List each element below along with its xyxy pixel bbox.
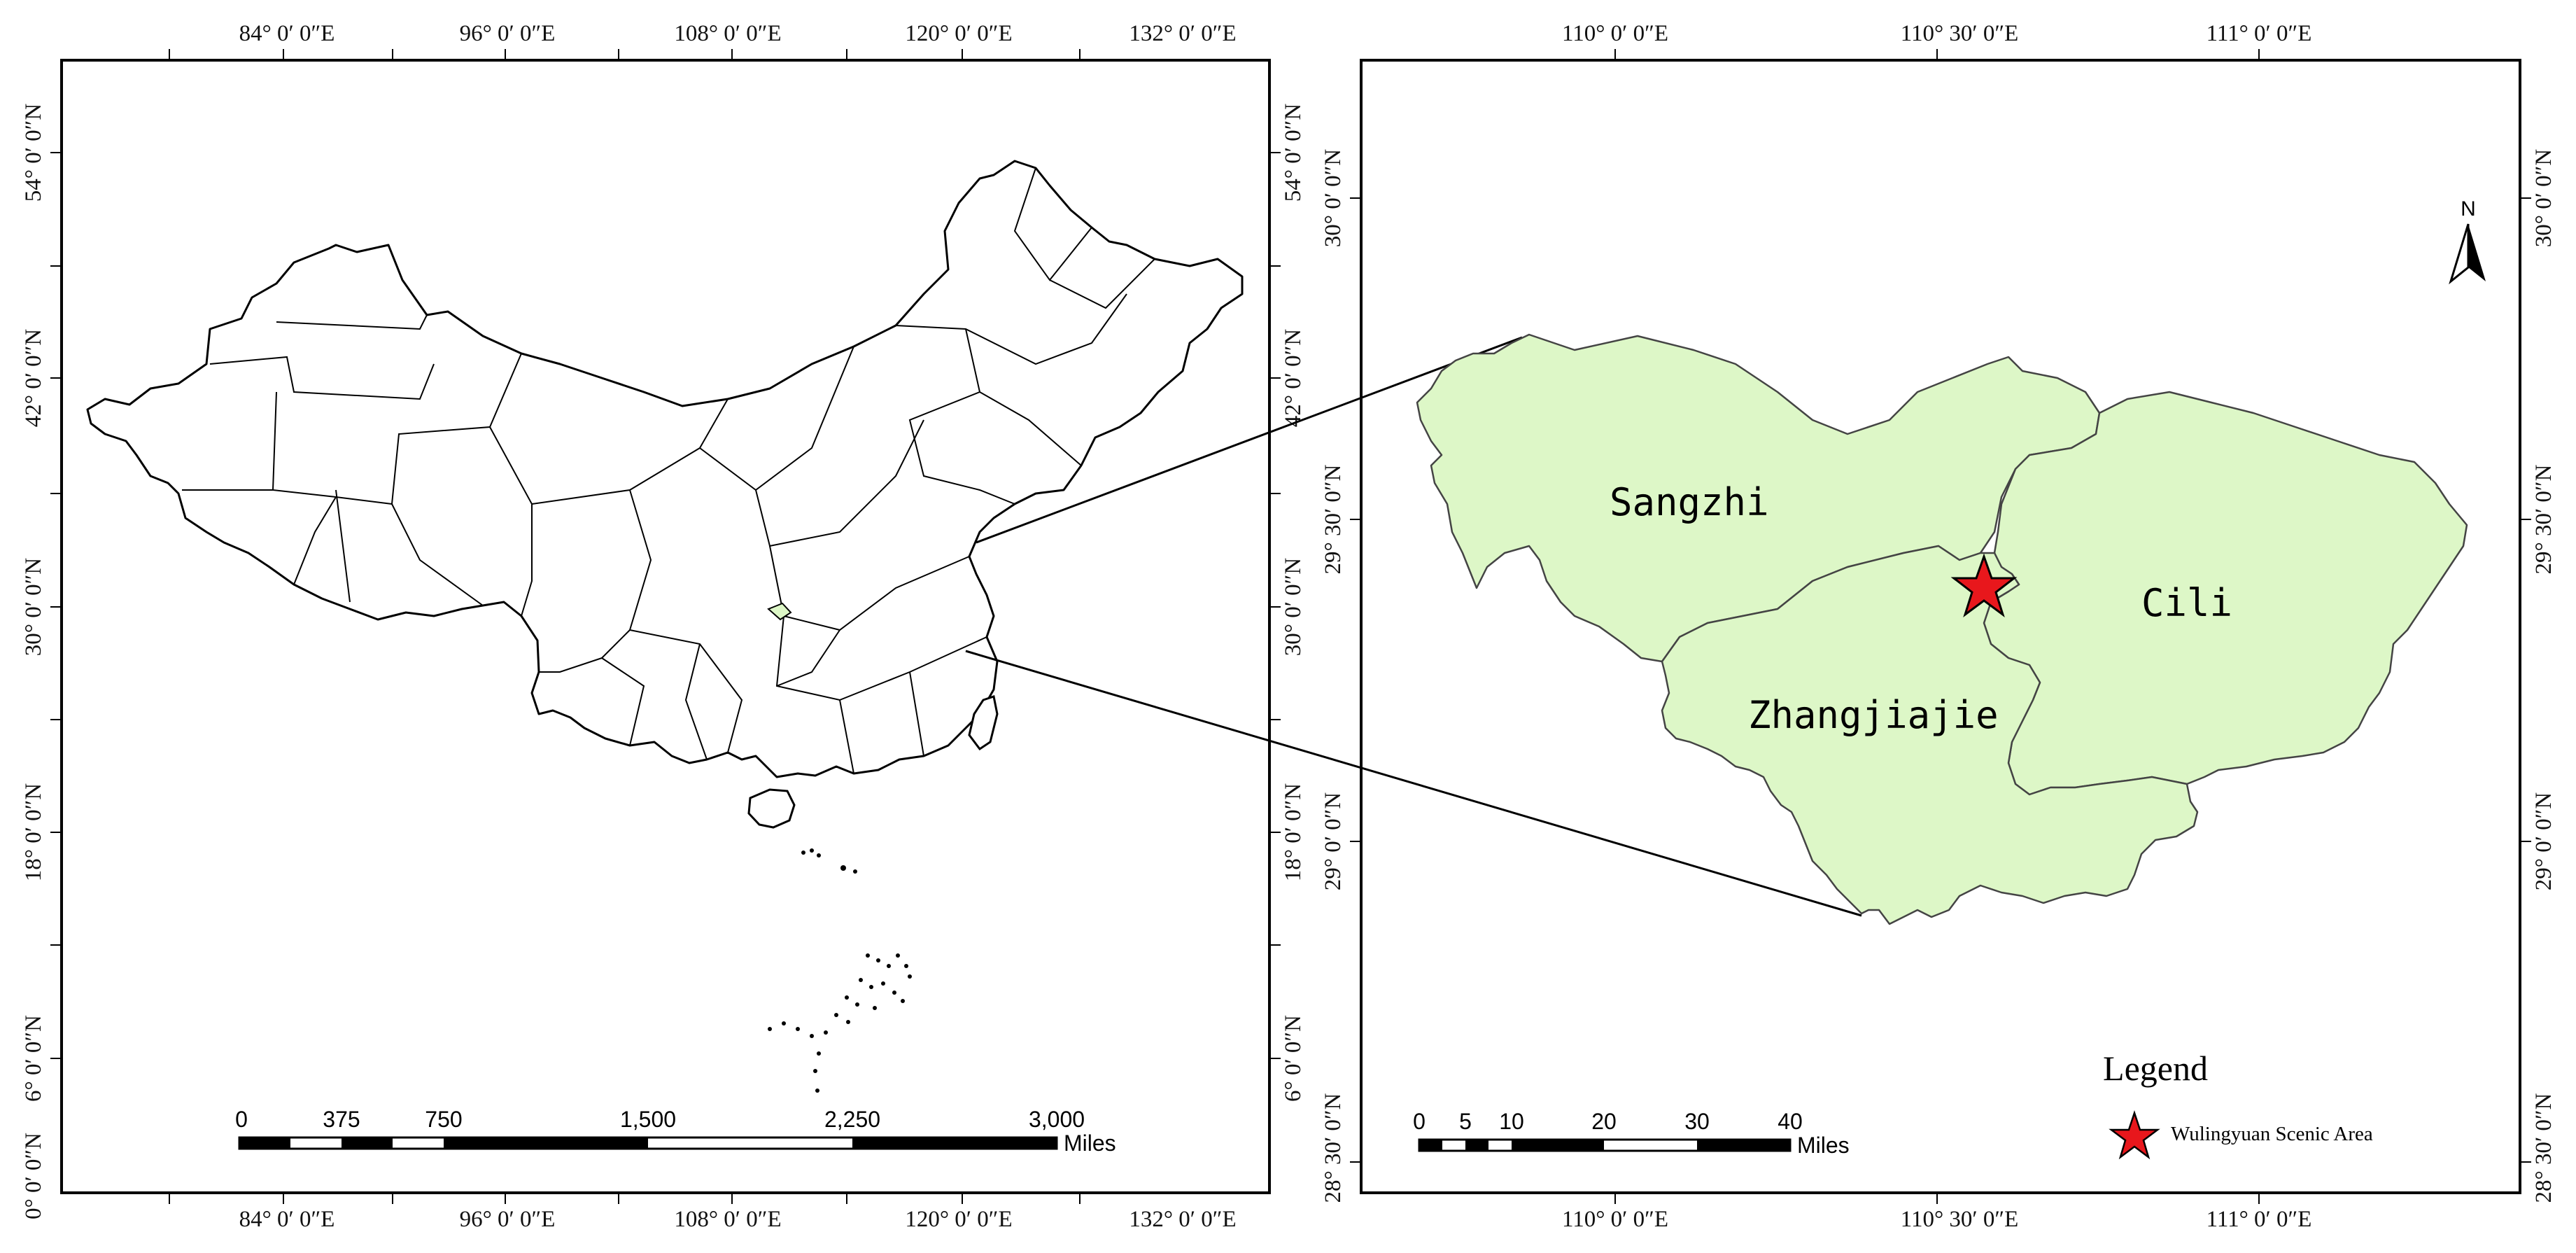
china-scale-tick: 750 — [425, 1107, 462, 1132]
china-scale-unit: Miles — [1064, 1130, 1116, 1156]
study-top-lon-label: 111° 0′ 0″E — [2207, 21, 2312, 46]
study-left-lat-label: 29° 0′ 0″N — [1321, 792, 1346, 891]
china-top-lon-label: 108° 0′ 0″E — [674, 21, 781, 46]
china-top-lon-label: 96° 0′ 0″E — [460, 21, 556, 46]
study-scale-tick: 0 — [1413, 1109, 1426, 1134]
inset-connector-lines — [965, 336, 1862, 917]
china-bottom-lon-label: 120° 0′ 0″E — [905, 1207, 1012, 1232]
study-bottom-lon-label: 110° 0′ 0″E — [1562, 1207, 1668, 1232]
study-top-lon-label: 110° 30′ 0″E — [1901, 21, 2019, 46]
north-arrow-icon — [2468, 224, 2486, 281]
north-arrow-label: N — [2461, 197, 2476, 220]
china-bottom-lon-label: 84° 0′ 0″E — [239, 1207, 335, 1232]
china-top-lon-label: 132° 0′ 0″E — [1129, 21, 1236, 46]
study-left-lat-label: 28° 30′ 0″N — [1321, 1093, 1346, 1203]
china-right-lat-label: 54° 0′ 0″N — [1281, 104, 1306, 202]
china-map-frame — [60, 59, 1271, 1194]
study-right-lat-label: 29° 0′ 0″N — [2531, 792, 2556, 891]
wulingyuan-star-marker — [1950, 553, 2018, 617]
china-scale-tick: 0 — [235, 1107, 248, 1132]
china-bottom-lon-label: 96° 0′ 0″E — [460, 1207, 556, 1232]
china-top-lon-label: 84° 0′ 0″E — [239, 21, 335, 46]
china-map-ticks — [50, 49, 1281, 1204]
map-legend: Legend Wulingyuan Scenic Area — [2103, 1049, 2373, 1160]
china-scale-tick: 2,250 — [824, 1107, 880, 1132]
study-top-lon-label: 110° 0′ 0″E — [1562, 21, 1668, 46]
china-left-lat-label: 6° 0′ 0″N — [21, 1015, 46, 1102]
china-bottom-lon-label: 108° 0′ 0″E — [674, 1207, 781, 1232]
study-left-lat-label: 30° 0′ 0″N — [1321, 149, 1346, 248]
study-scale-tick: 30 — [1684, 1109, 1710, 1134]
china-right-lat-label: 30° 0′ 0″N — [1281, 558, 1306, 657]
north-arrow: N — [2449, 197, 2486, 285]
study-bottom-lon-label: 111° 0′ 0″E — [2207, 1207, 2312, 1232]
study-scale-tick: 5 — [1459, 1109, 1472, 1134]
study-scale-tick: 10 — [1499, 1109, 1524, 1134]
china-right-lat-label: 6° 0′ 0″N — [1281, 1015, 1306, 1102]
region-zhangjiajie — [1661, 545, 2199, 925]
china-left-lat-label: 0° 0′ 0″N — [21, 1133, 46, 1219]
hainan-island — [747, 788, 796, 829]
study-area-ticks — [1350, 49, 2531, 1204]
study-right-lat-label: 28° 30′ 0″N — [2531, 1093, 2556, 1203]
taiwan-island — [968, 695, 999, 751]
study-scale-tick: 40 — [1778, 1109, 1803, 1134]
china-scale-tick: 1,500 — [620, 1107, 676, 1132]
study-area-panel: 110° 0′ 0″E 110° 30′ 0″E 111° 0′ 0″E 110… — [1321, 21, 2556, 1232]
study-right-lat-label: 30° 0′ 0″N — [2531, 149, 2556, 248]
china-admin-boundaries — [182, 167, 1155, 774]
study-area-frame — [1360, 59, 2521, 1194]
study-left-lat-label: 29° 30′ 0″N — [1321, 464, 1346, 574]
study-scale-unit: Miles — [1797, 1133, 1850, 1158]
china-right-lat-label: 18° 0′ 0″N — [1281, 783, 1306, 882]
study-scale-bar: 0 5 10 20 30 40 Miles — [1413, 1109, 1850, 1158]
label-sangzhi: Sangzhi — [1610, 480, 1769, 524]
legend-title: Legend — [2103, 1049, 2208, 1088]
label-zhangjiajie: Zhangjiajie — [1748, 693, 1999, 737]
label-cili: Cili — [2141, 581, 2232, 625]
china-left-lat-label: 54° 0′ 0″N — [21, 104, 46, 202]
china-left-lat-label: 18° 0′ 0″N — [21, 783, 46, 882]
legend-item-label: Wulingyuan Scenic Area — [2171, 1123, 2373, 1145]
china-left-lat-label: 30° 0′ 0″N — [21, 558, 46, 657]
china-scale-bar: 0 375 750 1,500 2,250 3,000 Miles — [235, 1107, 1116, 1156]
study-bottom-lon-label: 110° 30′ 0″E — [1901, 1207, 2019, 1232]
zhangjiajie-location-in-china — [767, 602, 792, 621]
china-bottom-lon-label: 132° 0′ 0″E — [1129, 1207, 1236, 1232]
china-left-lat-label: 42° 0′ 0″N — [21, 329, 46, 428]
legend-star-icon — [2109, 1110, 2160, 1160]
china-top-lon-label: 120° 0′ 0″E — [905, 21, 1012, 46]
china-map-panel: 84° 0′ 0″E 96° 0′ 0″E 108° 0′ 0″E 120° 0… — [21, 21, 1306, 1232]
south-china-sea-islands — [768, 848, 912, 1093]
china-scale-tick: 3,000 — [1029, 1107, 1085, 1132]
study-scale-tick: 20 — [1591, 1109, 1617, 1134]
china-scale-tick: 375 — [323, 1107, 360, 1132]
china-right-lat-label: 42° 0′ 0″N — [1281, 329, 1306, 428]
study-right-lat-label: 29° 30′ 0″N — [2531, 464, 2556, 574]
